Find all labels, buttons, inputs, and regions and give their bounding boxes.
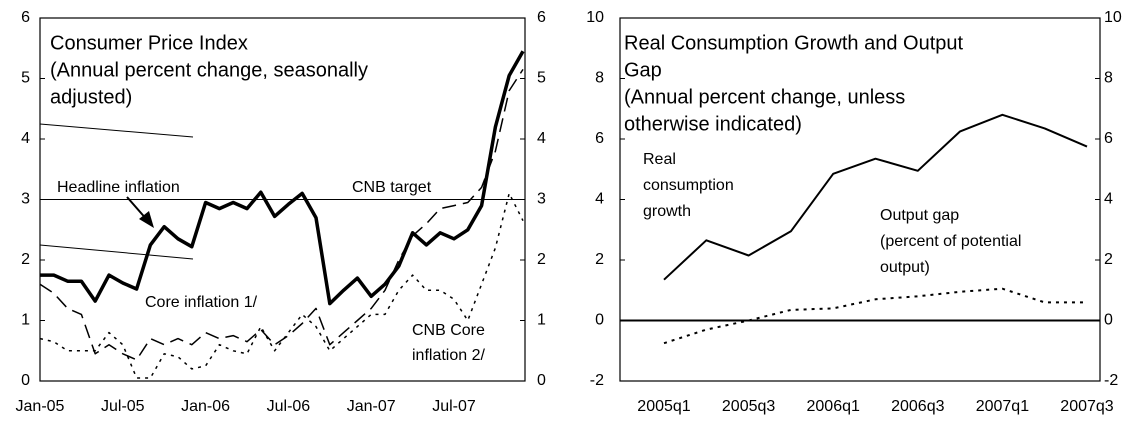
stray-line — [39, 123, 194, 138]
series-line — [663, 287, 1087, 345]
x-tick-label: 2005q3 — [722, 398, 775, 415]
y-tick-label: 2 — [21, 251, 30, 268]
y2-tick-label: 2 — [1104, 251, 1113, 268]
y2-tick-label: -2 — [1104, 372, 1118, 389]
y2-tick-label: 1 — [537, 312, 546, 329]
x-tick-label: 2005q1 — [637, 398, 690, 415]
x-tick-label: Jul-06 — [267, 398, 311, 415]
annotation: CNB target — [352, 179, 432, 196]
series-line — [39, 192, 524, 379]
annotation: Real — [643, 151, 676, 168]
y2-tick-label: 0 — [537, 372, 546, 389]
y-tick-label: 6 — [21, 9, 30, 26]
annotation: Core inflation 1/ — [145, 294, 258, 311]
y-tick-label: 5 — [21, 70, 30, 87]
y-tick-label: -2 — [590, 372, 604, 389]
stray-line — [39, 244, 194, 260]
x-tick-label: Jul-05 — [101, 398, 145, 415]
y-tick-label: 6 — [595, 130, 604, 147]
series-line — [663, 113, 1088, 281]
y-tick-label: 1 — [21, 312, 30, 329]
y2-tick-label: 2 — [537, 251, 546, 268]
y-tick-label: 2 — [595, 251, 604, 268]
y-tick-label: 8 — [595, 70, 604, 87]
annotation: inflation 2/ — [412, 347, 485, 364]
chart-title: Consumer Price Index — [50, 32, 248, 54]
annotation: growth — [643, 203, 691, 220]
x-tick-label: Jan-05 — [16, 398, 65, 415]
y-tick-label: 10 — [586, 9, 604, 26]
annotation: output) — [880, 259, 930, 276]
y2-tick-label: 4 — [537, 130, 546, 147]
chart-title: Real Consumption Growth and Output — [624, 32, 964, 54]
y2-tick-label: 0 — [1104, 312, 1113, 329]
chart-subtitle: (Annual percent change, seasonally — [50, 59, 368, 81]
y2-tick-label: 8 — [1104, 70, 1113, 87]
chart-subtitle: (Annual percent change, unless — [624, 86, 905, 108]
chart-subtitle: adjusted) — [50, 86, 132, 108]
annotation: CNB Core — [412, 322, 485, 339]
y-tick-label: 4 — [21, 130, 30, 147]
y-tick-label: 0 — [595, 312, 604, 329]
series-line — [39, 68, 524, 361]
y-tick-label: 4 — [595, 191, 604, 208]
x-tick-label: 2006q3 — [891, 398, 944, 415]
y2-tick-label: 4 — [1104, 191, 1113, 208]
y2-tick-label: 6 — [1104, 130, 1113, 147]
x-tick-label: Jan-07 — [347, 398, 396, 415]
y-tick-label: 3 — [21, 191, 30, 208]
y2-tick-label: 10 — [1104, 9, 1122, 26]
y2-tick-label: 6 — [537, 9, 546, 26]
x-tick-label: 2006q1 — [807, 398, 860, 415]
annotation: consumption — [643, 177, 734, 194]
x-tick-label: 2007q1 — [976, 398, 1029, 415]
chart-title: Gap — [624, 59, 662, 81]
x-tick-label: Jul-07 — [432, 398, 476, 415]
annotation: (percent of potential — [880, 233, 1021, 250]
annotation: Headline inflation — [57, 179, 180, 196]
y2-tick-label: 3 — [537, 191, 546, 208]
series-line — [40, 50, 525, 306]
chart-subtitle: otherwise indicated) — [624, 113, 802, 135]
right-frame — [619, 17, 1101, 382]
y2-tick-label: 5 — [537, 70, 546, 87]
x-tick-label: Jan-06 — [181, 398, 230, 415]
arrow-head — [139, 211, 154, 228]
annotation: Output gap — [880, 207, 959, 224]
y-tick-label: 0 — [21, 372, 30, 389]
x-tick-label: 2007q3 — [1060, 398, 1113, 415]
